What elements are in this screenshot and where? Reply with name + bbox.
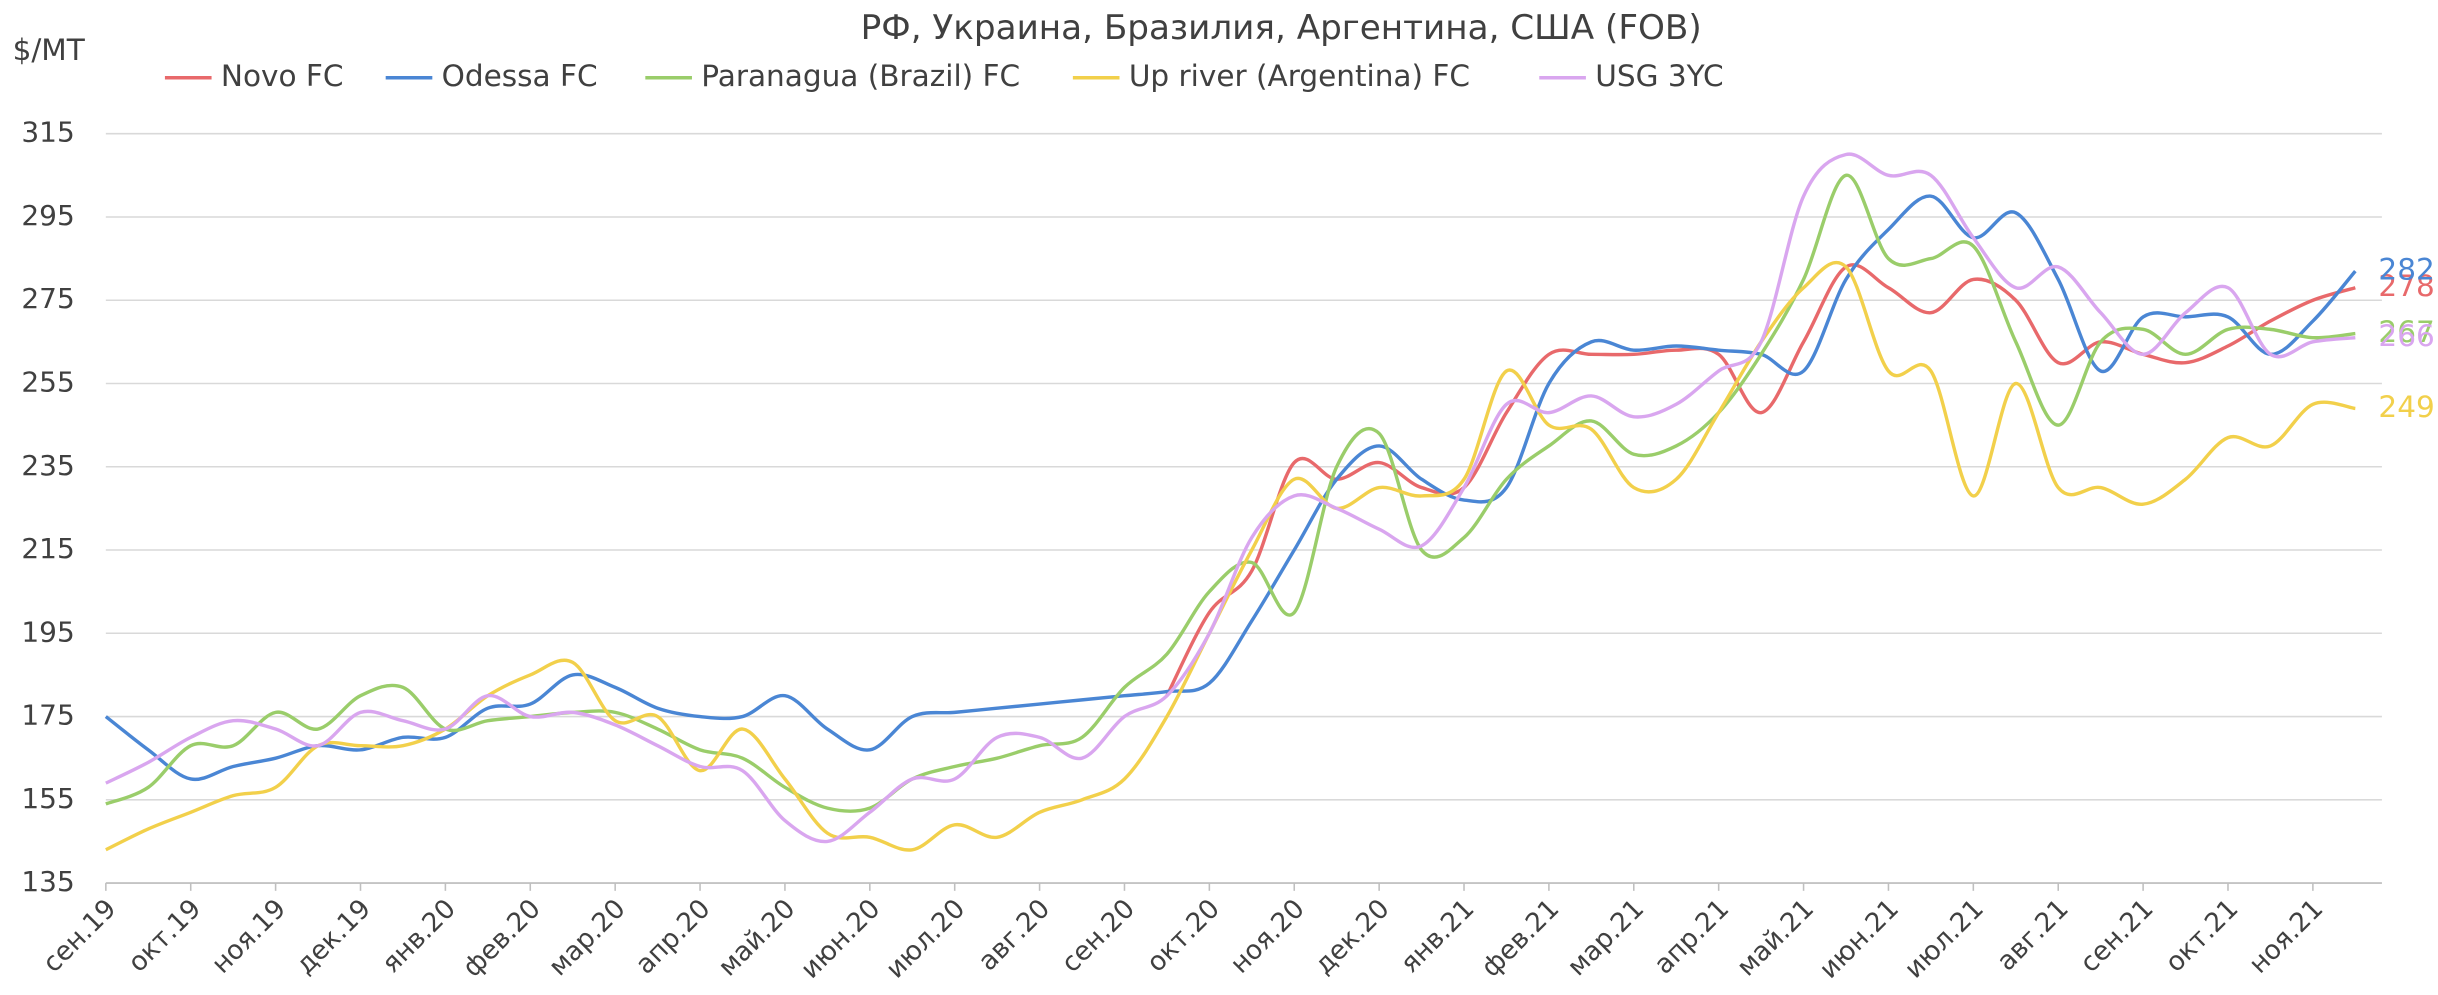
y-tick-label: 295 [21,199,74,232]
x-tick-label: янв.21 [1394,893,1480,979]
y-tick-label: 235 [21,449,74,482]
x-tick-label: янв.20 [376,893,462,979]
y-tick-label: 255 [21,365,74,398]
x-tick-label: апр.20 [629,893,716,980]
x-tick-label: фев.20 [457,893,547,983]
x-tick-label: сен.19 [37,893,123,979]
end-value-label: 249 [2378,390,2434,424]
x-tick-label: май.21 [1731,893,1820,982]
legend-label: Novo FC [221,59,344,93]
series-line [105,152,2356,844]
x-tick-label: дек.20 [1308,893,1395,980]
y-tick-label: 315 [21,116,74,149]
series-line [1165,263,2356,697]
end-value-label: 278 [2378,269,2434,303]
x-tick-label: ноя.20 [1224,893,1310,979]
x-tick-label: фев.21 [1475,893,1565,983]
legend-label: Odessa FC [442,59,598,93]
x-tick-label: ноя.21 [2243,893,2329,979]
y-tick-label: 195 [21,615,74,648]
x-tick-label: окт.21 [2159,893,2244,978]
x-tick-label: июн.21 [1813,893,1905,985]
x-tick-label: окт.19 [122,893,207,978]
legend-label: Up river (Argentina) FC [1129,59,1470,93]
y-tick-label: 155 [21,782,74,815]
x-tick-label: май.20 [712,893,801,982]
x-tick-label: апр.21 [1648,893,1735,980]
x-tick-label: сен.20 [1055,893,1141,979]
x-tick-label: июл.21 [1898,893,1989,984]
y-tick-label: 215 [21,532,74,565]
end-value-label: 267 [2378,315,2434,349]
x-tick-label: дек.19 [290,893,377,980]
y-tick-label: 175 [21,699,74,732]
x-tick-label: ноя.19 [206,893,292,979]
end-value-label: 282 [2378,253,2434,287]
x-tick-label: сен.21 [2074,893,2160,979]
chart-title: РФ, Украина, Бразилия, Аргентина, США (F… [861,8,1702,48]
x-tick-label: окт.20 [1141,893,1226,978]
end-value-label: 266 [2378,319,2434,353]
x-tick-label: мар.20 [543,893,632,982]
legend-label: Paranagua (Brazil) FC [701,59,1020,93]
x-tick-label: авг.20 [972,893,1056,977]
series-line [104,194,2357,782]
x-tick-label: июн.20 [795,893,887,985]
y-tick-label: 135 [21,865,74,898]
y-axis-label: $/MT [13,33,86,67]
x-tick-label: июл.20 [880,893,971,984]
legend-label: USG 3YC [1595,59,1723,93]
x-tick-label: мар.21 [1561,893,1650,982]
y-tick-label: 275 [21,282,74,315]
x-tick-label: авг.21 [1991,893,2075,977]
series-line [105,173,2356,813]
